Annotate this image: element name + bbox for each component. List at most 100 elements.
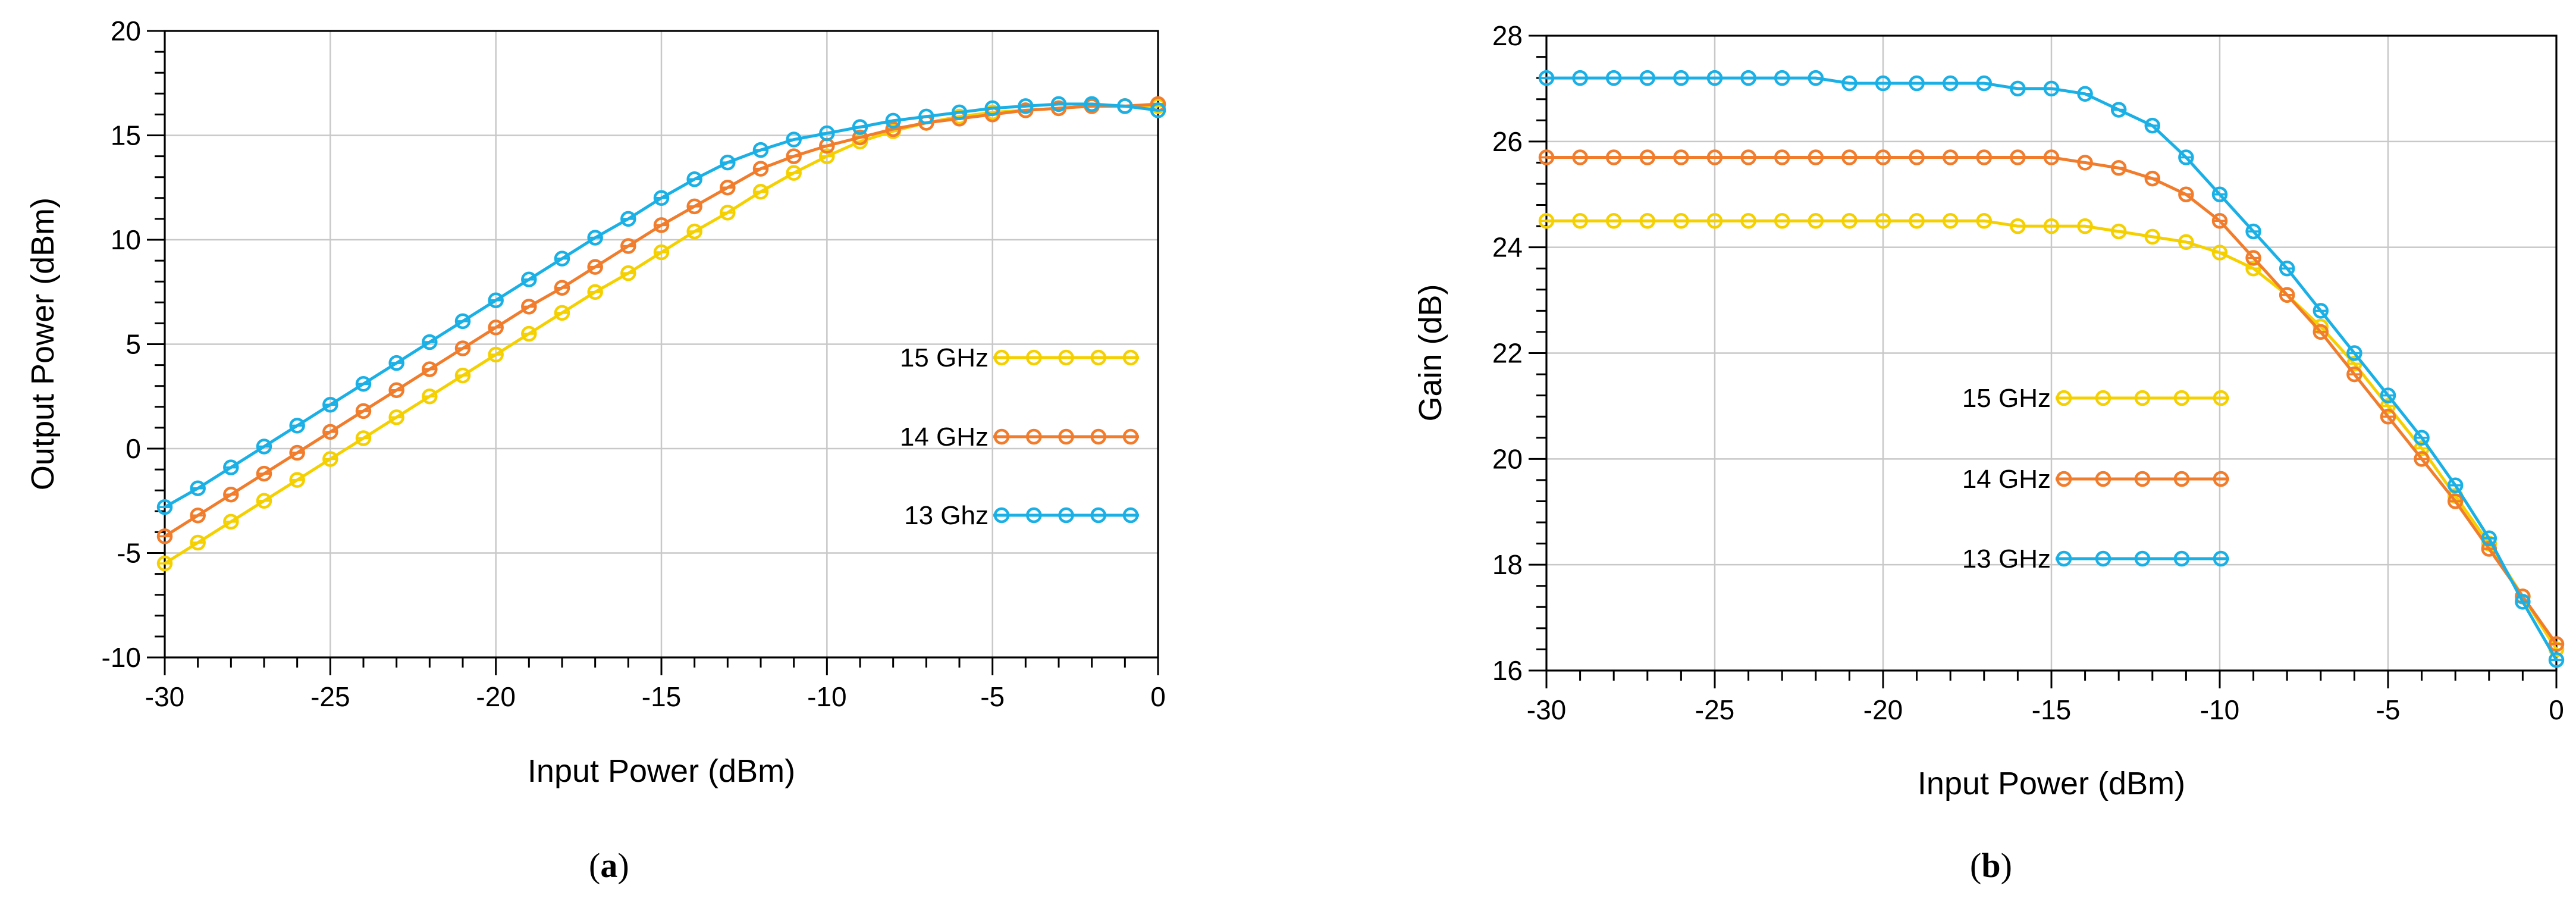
data-point: [819, 125, 835, 142]
x-tick-label: -5: [2376, 694, 2401, 725]
data-point: [355, 430, 372, 446]
data-point: [256, 465, 272, 482]
data-point: [2245, 250, 2261, 266]
data-point: [355, 375, 372, 392]
legend-marker: [1026, 349, 1042, 366]
data-point: [1909, 75, 1925, 92]
data-point: [1841, 149, 1858, 165]
data-point: [620, 265, 636, 281]
data-point: [322, 424, 338, 440]
data-point: [1150, 102, 1166, 118]
legend-marker: [1090, 428, 1106, 445]
legend-marker: [1026, 428, 1042, 445]
data-point: [521, 271, 537, 287]
data-point: [2313, 303, 2329, 319]
x-tick-label: 0: [2549, 694, 2564, 725]
legend-marker: [2056, 550, 2072, 567]
data-point: [1808, 149, 1824, 165]
data-point: [223, 486, 239, 503]
data-point: [488, 346, 504, 363]
series-13-ghz: [156, 96, 1166, 515]
y-axis-label-b: Gain (dB): [1413, 284, 1448, 421]
legend-item: 14 GHz: [1962, 465, 2229, 494]
data-point: [554, 280, 570, 296]
data-point: [355, 403, 372, 419]
legend-label: 13 GHz: [1962, 544, 2051, 574]
data-point: [2414, 430, 2430, 446]
data-point: [388, 382, 404, 398]
y-tick-label: 16: [1492, 655, 1523, 686]
data-point: [1706, 149, 1723, 165]
data-point: [2077, 155, 2093, 171]
legend-marker: [2056, 471, 2072, 487]
y-tick-label: 26: [1492, 126, 1523, 157]
x-tick-label: -20: [476, 681, 515, 712]
data-point: [1538, 212, 1555, 229]
data-point: [2548, 636, 2565, 652]
data-point: [1841, 212, 1858, 229]
y-tick-label: 20: [111, 15, 141, 46]
data-point: [190, 480, 206, 496]
data-point: [1605, 149, 1622, 165]
data-point: [1018, 98, 1034, 114]
data-point: [388, 355, 404, 371]
data-point: [2447, 477, 2464, 494]
y-tick-label: 18: [1492, 549, 1523, 580]
data-point: [620, 211, 636, 227]
data-point: [422, 361, 438, 377]
data-point: [2414, 451, 2430, 467]
data-point: [2043, 218, 2060, 234]
legend-marker: [2134, 471, 2151, 487]
data-point: [720, 154, 736, 171]
data-point: [2010, 149, 2026, 165]
data-point: [984, 100, 1000, 117]
data-point: [852, 119, 868, 135]
data-point: [1740, 70, 1756, 86]
data-point: [587, 230, 603, 246]
plot-frame-a: [164, 30, 1159, 659]
data-point: [2380, 408, 2396, 425]
legend-marker: [2056, 390, 2072, 406]
data-point: [454, 313, 471, 330]
data-point: [1538, 70, 1555, 86]
data-point: [1572, 149, 1588, 165]
data-point: [786, 165, 802, 181]
data-point: [786, 131, 802, 148]
data-point: [1942, 212, 1959, 229]
data-point: [2110, 223, 2127, 240]
data-point: [1673, 70, 1689, 86]
data-point: [156, 528, 173, 544]
legend-marker: [1122, 428, 1139, 445]
data-point: [1673, 149, 1689, 165]
legend-item: 13 GHz: [1962, 544, 2229, 574]
data-point: [1639, 149, 1656, 165]
y-axis-label-a: Output Power (dBm): [25, 198, 61, 490]
legend-marker: [2213, 550, 2229, 567]
legend-marker: [2173, 471, 2190, 487]
data-point: [1942, 149, 1959, 165]
data-point: [2380, 387, 2396, 403]
panel-label-a: (a): [589, 846, 629, 885]
data-point: [1572, 212, 1588, 229]
data-point: [2447, 493, 2464, 509]
data-point: [454, 367, 471, 384]
data-point: [885, 121, 901, 137]
data-point: [2346, 345, 2362, 361]
grid-b: [1545, 35, 2558, 672]
y-tick-label: 15: [111, 120, 141, 151]
legend-marker: [2173, 550, 2190, 567]
tick-labels-b: -30 -25 -20 -15 -10 -5 0 16 18 20 22 24 26 28: [1492, 20, 2564, 725]
x-tick-label: -20: [1863, 694, 1903, 725]
x-tick-label: -15: [642, 681, 681, 712]
data-point: [1976, 212, 1993, 229]
data-point: [2010, 218, 2026, 234]
data-point: [2144, 228, 2161, 245]
plot-frame-b: [1545, 35, 2558, 672]
legend-label: 14 GHz: [1962, 465, 2051, 494]
y-tick-label: 24: [1492, 232, 1523, 263]
data-point: [1808, 70, 1824, 86]
data-point: [2178, 149, 2194, 165]
y-tick-label: 10: [111, 224, 141, 255]
legend-marker: [1122, 507, 1139, 524]
